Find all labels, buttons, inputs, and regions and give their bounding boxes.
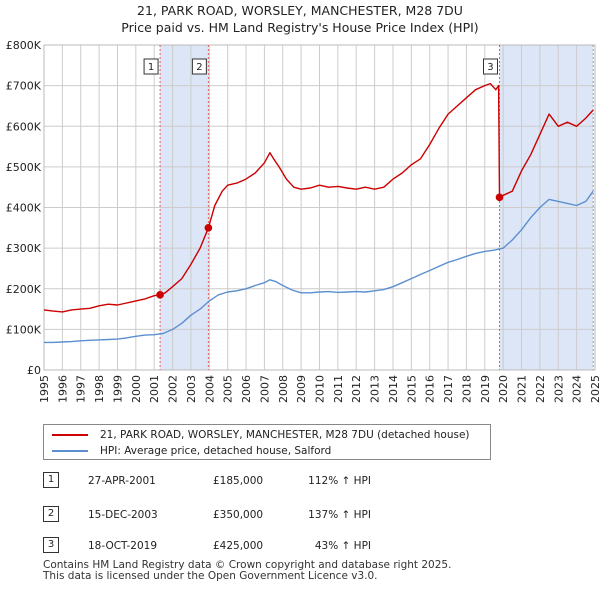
sale-price: £350,000 [213,509,264,521]
sale-hpi-change: 137% ↑ HPI [308,509,371,521]
sale-point-1 [156,291,164,299]
y-tick-label: £200K [6,283,42,296]
x-tick-label: 2016 [424,375,437,403]
footer: Contains HM Land Registry data © Crown c… [43,560,451,582]
y-tick-label: £300K [6,242,42,255]
sale-point-2 [204,224,213,232]
series-line-property [43,82,594,313]
chart-title-line2: Price paid vs. HM Land Registry's House … [121,20,479,35]
chart-title: 21, PARK ROAD, WORSLEY, MANCHESTER, M28 … [0,2,600,36]
x-tick-label: 2005 [222,375,235,403]
sale-number-badge: 3 [43,537,59,553]
x-tick-label: 2014 [387,375,400,403]
sale-number-badge: 1 [43,472,59,488]
x-tick-label: 2012 [350,375,363,403]
y-tick-label: £0 [27,364,41,377]
x-tick-label: 2022 [534,375,547,403]
table-row: 2 15-DEC-2003 £350,000 137% ↑ HPI [43,506,463,524]
legend-swatch-property [52,434,88,436]
sale-price: £185,000 [213,475,264,487]
x-tick-label: 2013 [369,375,382,403]
x-tick-label: 2009 [295,375,308,403]
x-tick-label: 2003 [185,375,198,403]
x-tick-label: 2015 [405,375,418,403]
sale-point-3 [495,193,504,202]
sale-date: 18-OCT-2019 [88,540,157,552]
sale-marker-box-1 [143,58,159,75]
footer-licence: This data is licensed under the Open Gov… [43,570,378,582]
x-tick-label: 2004 [203,375,216,403]
price-chart: 1 2 3 £0 £100K £200K £300K £400K £500K £600K £700K… [6,39,600,403]
y-tick-label: £100K [6,323,42,336]
x-tick-label: 2010 [314,375,327,403]
x-tick-label: 2019 [479,375,492,403]
x-tick-label: 2017 [442,375,455,403]
table-row: 3 18-OCT-2019 £425,000 43% ↑ HPI [43,537,463,555]
chart-title-line1: 21, PARK ROAD, WORSLEY, MANCHESTER, M28 … [137,3,463,18]
x-tick-label: 2023 [552,375,565,403]
plot-frame [43,44,596,371]
x-tick-label: 2011 [332,375,345,403]
y-tick-label: £400K [6,202,42,215]
sale-marker-box-3 [482,58,498,75]
legend: 21, PARK ROAD, WORSLEY, MANCHESTER, M28 … [43,424,491,460]
x-tick-label: 2020 [497,375,510,403]
x-tick-label: 2007 [258,375,271,403]
legend-label-hpi: HPI: Average price, detached house, Salf… [100,445,332,457]
y-tick-label: £500K [6,161,42,174]
sale-marker-label-2: 2 [196,62,202,73]
footer-copyright: Contains HM Land Registry data © Crown c… [43,559,452,571]
x-tick-label: 2024 [571,375,584,403]
x-tick-label: 1997 [75,375,88,403]
x-tick-label: 1999 [111,375,124,403]
x-tick-label: 1995 [38,375,51,403]
x-tick-label: 2018 [460,375,473,403]
legend-swatch-hpi [52,450,88,452]
sale-number-badge: 2 [43,506,59,522]
sale-date: 27-APR-2001 [88,475,156,487]
sale-hpi-change: 43% ↑ HPI [314,540,371,552]
x-tick-label: 2008 [277,375,290,403]
sale-date: 15-DEC-2003 [88,509,158,521]
x-tick-label: 1996 [56,375,69,403]
series-line-hpi [44,190,594,344]
table-row: 1 27-APR-2001 £185,000 112% ↑ HPI [43,472,463,490]
y-tick-label: £800K [6,39,42,52]
x-tick-label: 1998 [93,375,106,403]
sale-marker-label-1: 1 [148,62,154,73]
y-tick-label: £700K [6,80,42,93]
sale-price: £425,000 [213,540,264,552]
x-tick-label: 2001 [148,375,161,403]
sale-hpi-change: 112% ↑ HPI [308,475,371,487]
x-tick-label: 2025 [589,375,600,403]
sale-marker-box-2 [191,58,207,75]
x-tick-label: 2000 [130,375,143,403]
x-tick-label: 2002 [167,375,180,403]
x-tick-label: 2021 [516,375,529,403]
sale-marker-label-3: 3 [487,62,493,73]
legend-label-property: 21, PARK ROAD, WORSLEY, MANCHESTER, M28 … [100,429,470,441]
y-tick-label: £600K [6,120,42,133]
x-tick-label: 2006 [240,375,253,403]
